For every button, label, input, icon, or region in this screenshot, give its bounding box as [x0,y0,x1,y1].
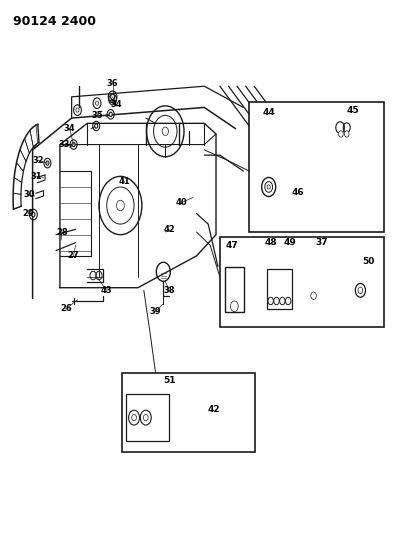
Circle shape [116,200,124,211]
Text: 28: 28 [56,228,68,237]
Text: 35: 35 [91,111,103,120]
Text: 33: 33 [58,140,70,149]
Text: 32: 32 [33,156,44,165]
Circle shape [46,161,49,165]
Circle shape [95,124,98,128]
Bar [122,373,255,452]
Bar [249,102,384,232]
Text: 90124 2400: 90124 2400 [13,14,96,28]
Circle shape [72,142,75,147]
Text: 31: 31 [31,172,42,181]
Bar [267,269,292,309]
Text: 38: 38 [163,286,175,295]
Circle shape [338,131,343,137]
Circle shape [230,301,238,312]
Text: 44: 44 [262,108,275,117]
Text: 34: 34 [64,124,75,133]
Text: 42: 42 [208,405,220,414]
Text: 51: 51 [163,376,175,385]
Text: 50: 50 [362,257,375,265]
Circle shape [76,108,79,112]
Text: 48: 48 [264,238,277,247]
Text: 39: 39 [150,307,161,316]
Text: 47: 47 [225,241,238,250]
Circle shape [162,127,169,135]
Text: 41: 41 [118,177,130,186]
Text: 26: 26 [60,304,72,313]
Text: 36: 36 [107,79,118,88]
Bar [224,266,244,312]
Circle shape [109,112,112,116]
Text: 40: 40 [175,198,187,207]
Text: 45: 45 [346,106,359,115]
Circle shape [143,415,148,421]
Circle shape [358,287,363,294]
Circle shape [311,292,316,300]
Text: 46: 46 [292,188,304,197]
Text: 37: 37 [315,238,328,247]
Text: 30: 30 [24,190,35,199]
Circle shape [344,131,349,137]
Circle shape [111,98,114,102]
Text: 27: 27 [68,252,79,261]
Circle shape [260,130,266,138]
Bar [220,237,384,327]
Circle shape [95,101,99,106]
Text: 29: 29 [22,209,34,218]
Bar [126,394,169,441]
Text: 34: 34 [111,100,122,109]
Circle shape [111,94,114,100]
Circle shape [32,213,35,216]
Text: 49: 49 [284,238,297,247]
Text: 43: 43 [101,286,112,295]
Circle shape [267,185,270,189]
Text: 42: 42 [163,225,175,234]
Circle shape [132,415,136,421]
